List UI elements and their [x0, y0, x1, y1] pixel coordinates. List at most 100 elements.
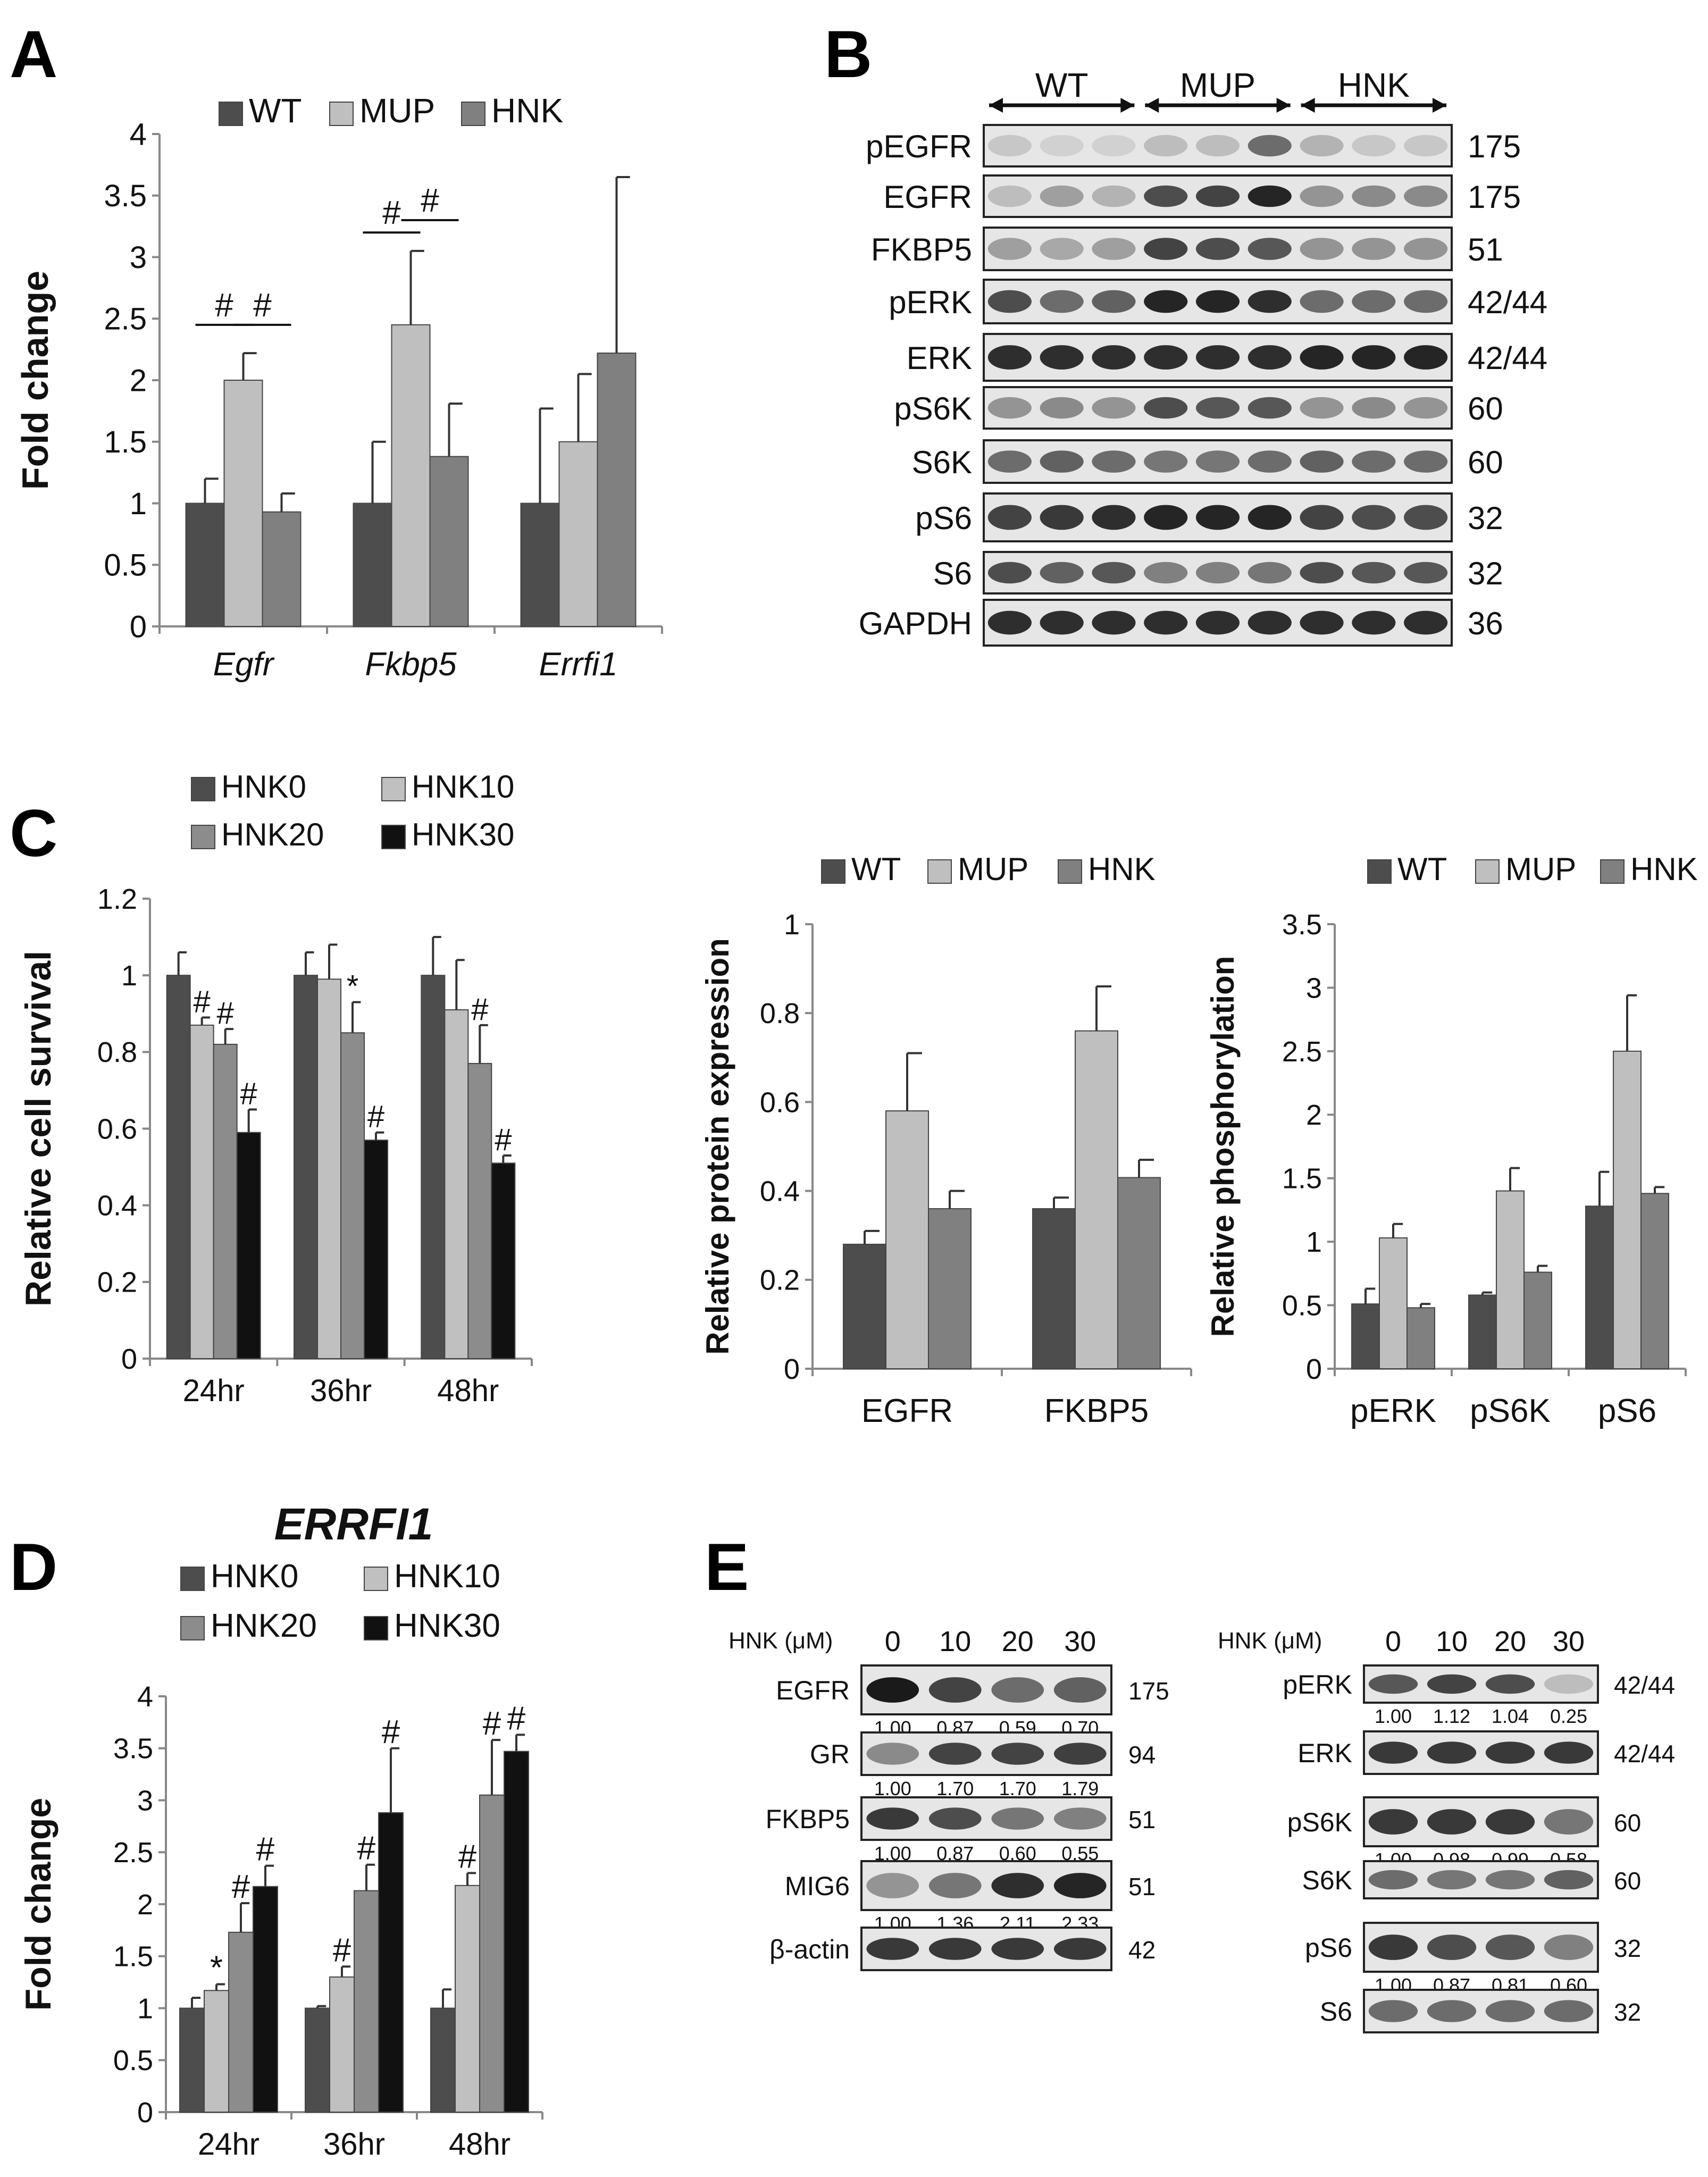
dose-label: 20 — [1002, 1626, 1034, 1657]
bar — [354, 1890, 379, 2113]
legend-swatch — [461, 102, 485, 126]
blot-e-band — [1053, 1873, 1107, 1898]
y-tick-label: 2.5 — [1282, 1036, 1322, 1068]
bar — [179, 2007, 205, 2113]
bar — [185, 503, 225, 627]
bar — [455, 1885, 480, 2113]
bar — [353, 503, 392, 627]
blot-b-band — [1300, 450, 1344, 473]
bar — [228, 1931, 254, 2113]
bar — [317, 978, 341, 1359]
quant-value: 1.70 — [999, 1778, 1036, 1799]
blot-e-band — [928, 1873, 982, 1898]
bar — [928, 1208, 972, 1370]
y-tick-label: 0 — [130, 609, 147, 644]
x-tick-label: Errfi1 — [539, 646, 617, 683]
quant-value: 1.70 — [936, 1778, 974, 1799]
blot-b-band — [1040, 562, 1084, 584]
legend-swatch — [1475, 859, 1500, 884]
legend-swatch — [1367, 859, 1392, 884]
blot-kda-label: 32 — [1468, 556, 1503, 591]
blot-b-band — [1300, 562, 1344, 584]
blot-e-band — [1427, 1809, 1477, 1835]
blot-b-band — [1092, 505, 1136, 530]
blot-b-band — [987, 135, 1032, 157]
significance-mark: # — [232, 1869, 250, 1905]
blot-b-band — [1300, 135, 1344, 157]
legend-label: HNK0 — [211, 1558, 298, 1595]
blot-row-label: pS6 — [1305, 1933, 1352, 1963]
y-tick-label: 0.8 — [97, 1036, 137, 1068]
blot-b-band — [1247, 505, 1292, 530]
blot-b-band — [1195, 238, 1240, 260]
x-tick-label: pS6K — [1470, 1393, 1551, 1429]
y-tick-label: 2 — [137, 1889, 153, 1921]
blot-b-band — [1247, 345, 1292, 370]
blot-b-band — [1092, 610, 1136, 635]
blot-b-band — [1040, 505, 1084, 530]
legend-swatch — [927, 859, 952, 884]
panel-label-e: E — [705, 1530, 749, 1604]
blot-row-label: GAPDH — [859, 606, 972, 641]
blot-b-band — [1404, 135, 1448, 157]
dose-header-label: HNK (μM) — [729, 1628, 833, 1654]
quant-value: 1.79 — [1061, 1778, 1099, 1799]
blot-b-band — [1300, 185, 1344, 207]
significance-mark: # — [382, 1714, 400, 1751]
y-tick-label: 3.5 — [113, 1733, 153, 1765]
bar — [1351, 1303, 1380, 1370]
blot-kda-label: 42/44 — [1614, 1671, 1675, 1699]
blot-b-band — [1352, 505, 1396, 530]
significance-mark: # — [215, 287, 233, 324]
legend-label: HNK — [1088, 851, 1156, 887]
blot-b-band — [1092, 450, 1136, 473]
blot-b-band — [1404, 397, 1448, 419]
legend-label: HNK20 — [211, 1607, 317, 1644]
legend-label: WT — [249, 91, 302, 130]
blot-e-band — [1544, 1935, 1594, 1960]
y-tick-label: 0.5 — [1282, 1290, 1322, 1321]
bar — [236, 1132, 261, 1359]
blot-e-band — [1485, 1674, 1535, 1694]
group-arrow-head — [1301, 98, 1315, 113]
blot-b-band — [1404, 562, 1448, 584]
group-label: WT — [1035, 66, 1089, 104]
blot-b-band — [1247, 450, 1292, 473]
blot-row-label: pERK — [1283, 1670, 1352, 1699]
legend-swatch — [219, 102, 243, 126]
blot-kda-label: 36 — [1468, 606, 1503, 641]
panel-label-c: C — [10, 797, 57, 870]
y-tick-label: 0.6 — [97, 1113, 137, 1145]
blot-row-label: S6K — [1302, 1865, 1352, 1895]
quant-value: 1.12 — [1433, 1705, 1470, 1727]
blot-e-band — [1427, 2000, 1477, 2022]
legend-label: HNK30 — [394, 1607, 500, 1644]
blot-e-band — [928, 1677, 982, 1703]
y-axis-title: Relative protein expression — [700, 938, 735, 1355]
blot-e-band — [928, 1807, 982, 1830]
x-tick-label: FKBP5 — [1044, 1393, 1149, 1429]
x-tick-label: Egfr — [213, 646, 275, 683]
blot-b-band — [1300, 290, 1344, 313]
x-tick-label: 48hr — [437, 1374, 499, 1408]
blot-e-band — [1368, 1741, 1418, 1764]
blot-row-label: MIG6 — [785, 1871, 850, 1901]
blot-b-band — [1352, 238, 1396, 260]
x-tick-label: pS6 — [1598, 1393, 1656, 1429]
dose-label: 0 — [1385, 1626, 1401, 1657]
blot-b-band — [1144, 290, 1188, 313]
blot-kda-label: 51 — [1128, 1873, 1156, 1900]
bar — [1379, 1237, 1408, 1369]
blot-b-band — [1300, 397, 1344, 419]
legend-swatch — [364, 1567, 388, 1591]
y-tick-label: 1 — [121, 960, 137, 992]
y-tick-label: 1.5 — [104, 425, 147, 459]
bar — [1117, 1177, 1161, 1370]
bar — [479, 1794, 505, 2113]
blot-b-band — [1092, 290, 1136, 313]
blot-b-band — [1300, 505, 1344, 530]
y-tick-label: 3 — [137, 1785, 153, 1816]
legend-swatch — [381, 777, 406, 801]
legend-label: MUP — [359, 91, 435, 130]
